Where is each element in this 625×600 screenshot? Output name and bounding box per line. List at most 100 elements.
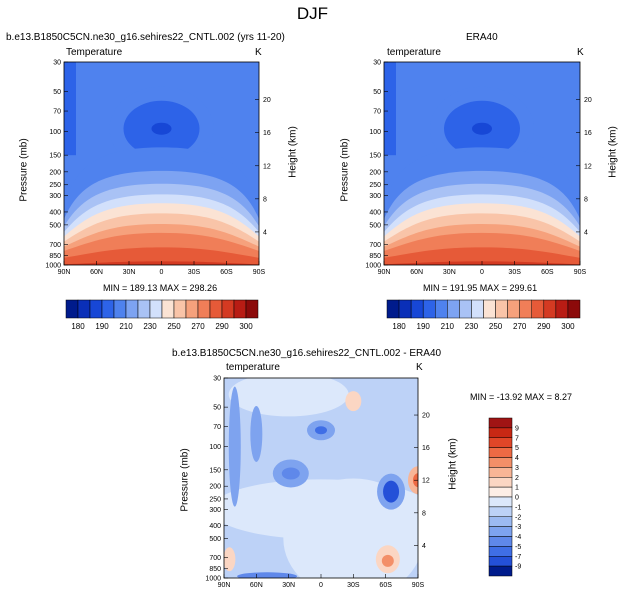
obs-ptick-label: 50 (373, 89, 381, 96)
model-htick-label: 8 (263, 196, 267, 203)
diff-colorbar-label: 5 (515, 445, 519, 452)
diff-contours (224, 378, 418, 578)
diff-colorbar-swatch (488, 477, 513, 488)
diff-colorbar-swatch (488, 506, 513, 517)
obs-variable-label: temperature (387, 47, 441, 58)
model-colorbar-label: 290 (215, 322, 229, 331)
diff-ptick-label: 400 (209, 523, 221, 530)
diff-ptick-label: 250 (209, 496, 221, 503)
model-ptick-label: 1000 (45, 263, 61, 270)
diff-ptick-label: 100 (209, 444, 221, 451)
diff-colorbar-swatch (488, 467, 513, 478)
model-xtick-label: 0 (160, 269, 164, 276)
model-colorbar-swatch (125, 299, 139, 319)
obs-units-label: K (577, 47, 584, 58)
model-colorbar-swatch (185, 299, 199, 319)
diff-ptick-label: 850 (209, 566, 221, 573)
obs-colorbar-swatch (459, 299, 472, 319)
model-colorbar-label: 230 (143, 322, 157, 331)
model-ptick-label: 400 (49, 209, 61, 216)
model-colorbar-swatch (173, 299, 187, 319)
diff-ptick-label: 700 (209, 555, 221, 562)
model-colorbar-label: 180 (71, 322, 85, 331)
diff-variable-label: temperature (226, 362, 280, 373)
model-colorbar-swatch (113, 299, 127, 319)
diff-colorbar-label: -4 (515, 534, 521, 541)
model-xtick-label: 30S (188, 269, 201, 276)
obs-htick-label: 8 (584, 196, 588, 203)
model-colorbar-swatch (161, 299, 175, 319)
diff-case-title: b.e13.B1850C5CN.ne30_g16.sehires22_CNTL.… (172, 348, 442, 359)
diff-colorbar-swatch (488, 536, 513, 547)
obs-colorbar-swatch (386, 299, 400, 319)
diff-ptick-label: 1000 (205, 576, 221, 583)
obs-htick-label: 12 (584, 163, 592, 170)
obs-ptick-label: 200 (369, 169, 381, 176)
obs-xtick-label: 60N (410, 269, 423, 276)
model-ptick-label: 50 (53, 89, 61, 96)
obs-colorbar-swatch (531, 299, 545, 319)
model-xtick-label: 90S (253, 269, 266, 276)
diff-ptick-label: 500 (209, 536, 221, 543)
diff-ptick-label: 30 (213, 376, 221, 383)
model-xtick-label: 60N (90, 269, 103, 276)
diff-colorbar-swatch (488, 437, 513, 448)
obs-temp-band (384, 247, 580, 265)
model-ptick-label: 200 (49, 169, 61, 176)
obs-ptick-label: 500 (369, 222, 381, 229)
obs-htick-label: 4 (584, 229, 588, 236)
diff-units-label: K (416, 362, 423, 373)
obs-colorbar-swatch (398, 299, 412, 319)
model-colorbar-swatch (209, 299, 223, 319)
model-colorbar-label: 250 (167, 322, 181, 331)
model-colorbar-swatch (77, 299, 91, 319)
obs-xtick-label: 30N (443, 269, 456, 276)
obs-colorbar-label: 190 (417, 322, 431, 331)
model-xtick-label: 30N (123, 269, 136, 276)
obs-ptick-label: 70 (373, 109, 381, 116)
model-temp-band (64, 247, 259, 265)
model-ptick-label: 70 (53, 109, 61, 116)
diff-colorbar-swatch (488, 427, 513, 438)
model-variable-label: Temperature (66, 47, 123, 58)
obs-colorbar-swatch (507, 299, 520, 319)
diff-htick-label: 20 (422, 413, 430, 420)
diff-colorbar-swatch (488, 417, 513, 429)
model-colorbar-swatch (233, 299, 247, 319)
obs-xtick-label: 90S (574, 269, 587, 276)
obs-colorbar-swatch (471, 299, 484, 319)
model-colorbar-swatch (149, 299, 163, 319)
diff-colorbar-swatch (488, 526, 513, 537)
model-xtick-label: 60S (220, 269, 233, 276)
diff-xtick-label: 90S (412, 582, 425, 589)
model-colorbar-swatch (197, 299, 211, 319)
obs-ptick-label: 1000 (365, 263, 381, 270)
obs-xtick-label: 0 (480, 269, 484, 276)
obs-colorbar-swatch (555, 299, 569, 319)
obs-polar-band (384, 62, 396, 156)
diff-colorbar-swatch (488, 457, 513, 468)
obs-ptick-label: 150 (369, 153, 381, 160)
model-ptick-label: 850 (49, 253, 61, 260)
diff-colorbar-label: -1 (515, 504, 521, 511)
model-ptick-label: 700 (49, 242, 61, 249)
diff-xtick-label: 60S (379, 582, 392, 589)
diff-anomaly (381, 554, 394, 567)
obs-ptick-label: 700 (369, 242, 381, 249)
obs-ptick-label: 250 (369, 182, 381, 189)
model-colorbar-swatch (245, 299, 259, 319)
obs-colorbar-swatch (519, 299, 532, 319)
model-ptick-label: 500 (49, 222, 61, 229)
diff-colorbar-label: 3 (515, 465, 519, 472)
diff-min-max: MIN = -13.92 MAX = 8.27 (470, 392, 573, 402)
diff-colorbar-swatch (488, 447, 513, 458)
model-colorbar-label: 300 (239, 322, 253, 331)
model-contours (64, 62, 259, 265)
diff-colorbar-label: 1 (515, 485, 519, 492)
obs-case-title: ERA40 (466, 32, 498, 43)
obs-colorbar-label: 250 (489, 322, 503, 331)
model-units-label: K (255, 47, 262, 58)
model-htick-label: 12 (263, 163, 271, 170)
diff-ptick-label: 150 (209, 467, 221, 474)
diff-anomaly (224, 479, 418, 540)
